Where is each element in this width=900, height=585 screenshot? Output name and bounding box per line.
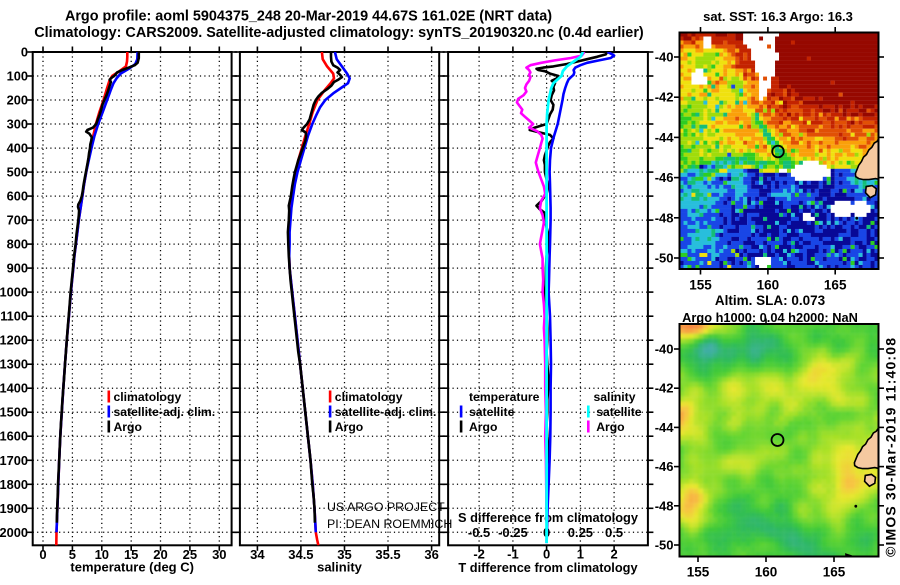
svg-text:Climatology: CARS2009. Satelli: Climatology: CARS2009. Satellite-adjuste…	[34, 25, 644, 41]
svg-text:-2: -2	[473, 547, 485, 562]
svg-text:satellite-adj. clim.: satellite-adj. clim.	[114, 405, 216, 419]
svg-text:-1: -1	[507, 547, 519, 562]
svg-text:-46: -46	[655, 459, 674, 474]
svg-text:US ARGO PROJECT: US ARGO PROJECT	[327, 500, 445, 514]
svg-text:2: 2	[610, 547, 617, 562]
svg-text:-50: -50	[655, 251, 674, 266]
svg-text:34.5: 34.5	[288, 547, 313, 562]
svg-text:155: 155	[687, 565, 710, 580]
svg-text:700: 700	[7, 213, 28, 228]
svg-text:400: 400	[7, 141, 28, 156]
svg-text:300: 300	[7, 117, 28, 132]
svg-text:165: 165	[824, 278, 847, 293]
svg-text:satellite-adj. clim.: satellite-adj. clim.	[335, 405, 437, 419]
svg-text:2000: 2000	[0, 525, 28, 540]
svg-text:1900: 1900	[0, 501, 28, 516]
svg-text:35: 35	[337, 547, 351, 562]
svg-text:34: 34	[250, 547, 265, 562]
svg-text:1300: 1300	[0, 357, 28, 372]
svg-text:5: 5	[69, 547, 76, 562]
svg-text:temperature: temperature	[469, 390, 540, 404]
svg-text:satellite: satellite	[469, 405, 515, 419]
svg-text:salinity: salinity	[317, 560, 363, 575]
svg-text:500: 500	[7, 165, 28, 180]
svg-text:-40: -40	[655, 342, 674, 357]
svg-text:160: 160	[757, 278, 780, 293]
svg-text:1: 1	[577, 547, 584, 562]
svg-text:-0.5: -0.5	[468, 525, 490, 540]
svg-text:1600: 1600	[0, 429, 28, 444]
svg-text:100: 100	[7, 69, 28, 84]
svg-text:satellite: satellite	[596, 405, 642, 419]
svg-text:30: 30	[212, 547, 226, 562]
svg-text:sat. SST: 16.3 Argo: 16.3: sat. SST: 16.3 Argo: 16.3	[703, 9, 853, 24]
svg-text:Argo: Argo	[469, 420, 497, 434]
svg-text:climatology: climatology	[114, 390, 182, 404]
svg-text:1800: 1800	[0, 477, 28, 492]
svg-text:-0.25: -0.25	[498, 525, 528, 540]
svg-text:36: 36	[424, 547, 438, 562]
svg-text:-46: -46	[655, 170, 674, 185]
svg-text:0: 0	[21, 45, 28, 60]
svg-text:15: 15	[124, 547, 138, 562]
svg-text:1400: 1400	[0, 381, 28, 396]
svg-text:35.5: 35.5	[375, 547, 400, 562]
svg-text:-44: -44	[655, 420, 675, 435]
svg-text:-40: -40	[655, 50, 674, 65]
svg-text:Argo profile: aoml 5904375_248: Argo profile: aoml 5904375_248 20-Mar-20…	[65, 8, 552, 24]
svg-text:1000: 1000	[0, 285, 28, 300]
svg-text:1100: 1100	[0, 309, 28, 324]
svg-text:10: 10	[95, 547, 109, 562]
svg-text:Argo h1000: 0.04 h2000: NaN: Argo h1000: 0.04 h2000: NaN	[682, 310, 858, 325]
svg-text:600: 600	[7, 189, 28, 204]
svg-text:0.25: 0.25	[568, 525, 593, 540]
svg-text:165: 165	[823, 565, 846, 580]
svg-text:Altim. SLA: 0.073: Altim. SLA: 0.073	[715, 293, 826, 308]
svg-text:0: 0	[543, 547, 550, 562]
svg-text:-42: -42	[655, 381, 674, 396]
svg-text:0: 0	[39, 547, 46, 562]
svg-text:20: 20	[153, 547, 167, 562]
svg-text:900: 900	[7, 261, 28, 276]
svg-text:PI: DEAN ROEMMICH: PI: DEAN ROEMMICH	[327, 517, 452, 531]
svg-text:800: 800	[7, 237, 28, 252]
svg-text:-48: -48	[655, 498, 674, 513]
svg-text:Argo: Argo	[114, 420, 142, 434]
svg-text:climatology: climatology	[335, 390, 403, 404]
svg-text:©IMOS 30-Mar-2019 11:40:08: ©IMOS 30-Mar-2019 11:40:08	[883, 338, 899, 557]
svg-text:1700: 1700	[0, 453, 28, 468]
svg-text:-44: -44	[655, 130, 675, 145]
svg-text:1200: 1200	[0, 333, 28, 348]
svg-text:155: 155	[689, 278, 712, 293]
svg-text:-42: -42	[655, 90, 674, 105]
svg-text:salinity: salinity	[594, 390, 636, 404]
svg-text:Argo: Argo	[596, 420, 624, 434]
svg-text:160: 160	[755, 565, 778, 580]
svg-text:-48: -48	[655, 210, 674, 225]
svg-text:0.5: 0.5	[605, 525, 623, 540]
svg-text:200: 200	[7, 93, 28, 108]
svg-text:temperature (deg C): temperature (deg C)	[70, 560, 194, 575]
svg-text:1500: 1500	[0, 405, 28, 420]
svg-text:25: 25	[183, 547, 197, 562]
svg-text:Argo: Argo	[335, 420, 363, 434]
svg-text:T difference from climatology: T difference from climatology	[458, 560, 638, 575]
svg-text:-50: -50	[655, 538, 674, 553]
